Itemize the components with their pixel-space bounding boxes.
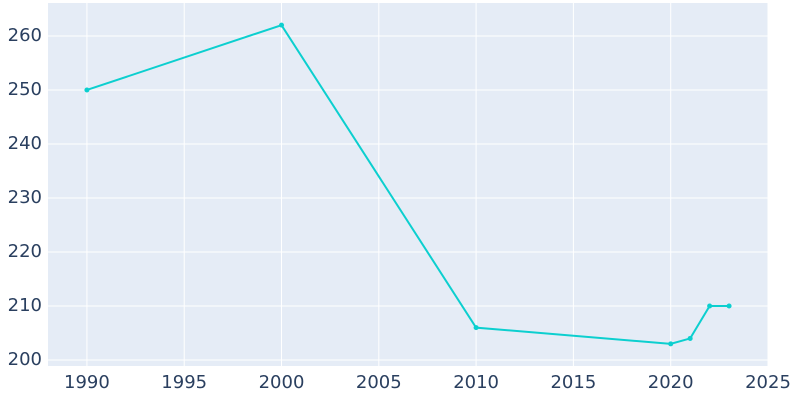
x-tick-label: 2015: [550, 372, 596, 393]
y-tick-label: 260: [8, 25, 42, 46]
point: [687, 335, 693, 341]
x-tick-label: 1990: [64, 372, 110, 393]
point: [726, 303, 732, 309]
point: [84, 87, 90, 93]
x-tick-label: 2020: [648, 372, 694, 393]
plot-area: [48, 3, 768, 366]
x-tick-label: 2000: [259, 372, 305, 393]
x-tick-label: 2005: [356, 372, 402, 393]
y-tick-label: 200: [8, 349, 42, 370]
point: [707, 303, 713, 309]
point: [668, 341, 674, 347]
point: [473, 325, 479, 331]
point: [279, 22, 285, 28]
y-tick-label: 240: [8, 133, 42, 154]
y-tick-label: 250: [8, 79, 42, 100]
y-tick-label: 220: [8, 241, 42, 262]
x-tick-label: 2010: [453, 372, 499, 393]
y-tick-label: 230: [8, 187, 42, 208]
y-tick-label: 210: [8, 295, 42, 316]
x-tick-label: 1995: [161, 372, 207, 393]
x-tick-label: 2025: [745, 372, 791, 393]
